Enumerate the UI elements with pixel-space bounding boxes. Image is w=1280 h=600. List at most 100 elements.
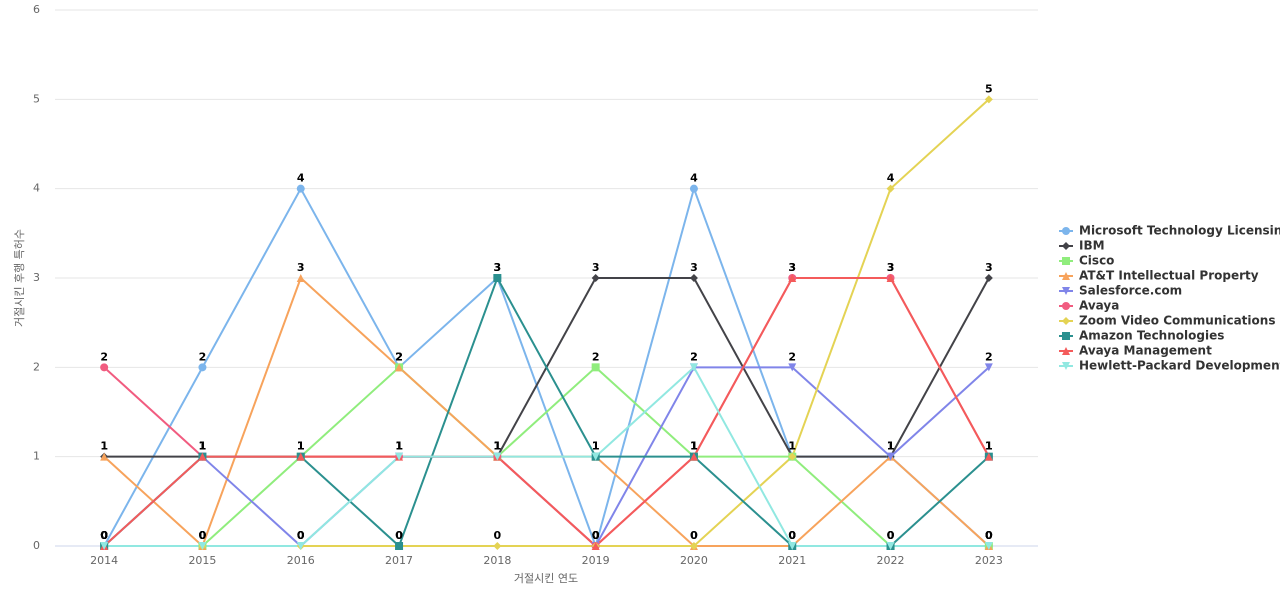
data-label: 1 — [985, 440, 993, 453]
marker — [788, 363, 797, 372]
x-tick-label: 2019 — [582, 554, 610, 567]
marker — [198, 542, 207, 550]
data-label: 3 — [494, 261, 502, 274]
data-label: 0 — [985, 529, 993, 542]
data-label: 0 — [100, 529, 108, 542]
marker — [296, 184, 305, 193]
marker — [886, 542, 895, 550]
legend-label: Avaya Management — [1079, 344, 1212, 358]
marker — [395, 363, 404, 372]
marker — [395, 542, 404, 550]
data-label: 0 — [690, 529, 698, 542]
series-line — [104, 365, 989, 547]
data-label: 0 — [100, 529, 108, 542]
marker — [689, 363, 698, 372]
data-label: 1 — [592, 440, 600, 453]
data-label: 1 — [788, 440, 796, 453]
data-label: 2 — [690, 350, 698, 363]
data-label: 2 — [395, 350, 403, 363]
data-label: 0 — [297, 529, 305, 542]
data-label: 4 — [297, 172, 305, 185]
data-label: 1 — [395, 440, 403, 453]
marker — [984, 363, 993, 372]
y-axis-title: 거절시킨 후행 특허수 — [13, 229, 26, 327]
marker — [984, 542, 993, 550]
y-tick-label: 4 — [33, 182, 40, 195]
legend-label: Amazon Technologies — [1079, 329, 1224, 343]
marker — [886, 184, 895, 193]
data-label: 1 — [199, 440, 207, 453]
data-label: 0 — [592, 529, 600, 542]
legend-label: AT&T Intellectual Property — [1079, 269, 1259, 283]
marker — [100, 452, 109, 461]
marker — [689, 184, 698, 193]
marker — [296, 452, 305, 461]
marker — [984, 95, 993, 104]
data-label: 1 — [887, 440, 895, 453]
marker — [1062, 317, 1070, 325]
data-label: 2 — [788, 350, 796, 363]
data-label: 0 — [788, 529, 796, 542]
data-label: 1 — [690, 440, 698, 453]
marker — [886, 452, 895, 461]
data-label: 3 — [887, 261, 895, 274]
data-label: 1 — [592, 440, 600, 453]
data-label: 1 — [494, 440, 502, 453]
marker — [395, 452, 404, 461]
data-label: 3 — [297, 261, 305, 274]
data-label: 3 — [985, 261, 993, 274]
marker — [689, 542, 698, 550]
data-label: 2 — [690, 350, 698, 363]
data-label: 1 — [100, 440, 108, 453]
marker — [788, 452, 797, 461]
marker — [788, 274, 797, 282]
x-axis-title: 거절시킨 연도 — [514, 572, 578, 585]
marker — [984, 274, 993, 282]
data-label: 2 — [395, 350, 403, 363]
legend-label: Salesforce.com — [1079, 284, 1182, 298]
data-label: 0 — [100, 529, 108, 542]
x-tick-label: 2018 — [483, 554, 511, 567]
x-tick-label: 2023 — [975, 554, 1003, 567]
data-label: 0 — [100, 529, 108, 542]
marker — [198, 363, 207, 372]
marker — [689, 274, 698, 282]
marker — [591, 274, 600, 282]
data-label: 0 — [100, 529, 108, 542]
data-label: 4 — [690, 172, 698, 185]
marker — [689, 452, 698, 461]
data-label: 1 — [788, 440, 796, 453]
data-label: 1 — [887, 440, 895, 453]
data-label: 1 — [985, 440, 993, 453]
marker — [788, 542, 797, 550]
data-label: 1 — [199, 440, 207, 453]
data-label: 1 — [788, 440, 796, 453]
legend-label: Hewlett-Packard Development — [1079, 359, 1280, 373]
data-label: 0 — [199, 529, 207, 542]
marker — [1062, 347, 1070, 355]
data-label: 0 — [395, 529, 403, 542]
data-label: 0 — [887, 529, 895, 542]
data-label: 1 — [297, 440, 305, 453]
data-label: 0 — [199, 529, 207, 542]
data-label: 0 — [592, 529, 600, 542]
marker — [591, 363, 600, 372]
data-label: 0 — [592, 529, 600, 542]
data-label: 1 — [100, 440, 108, 453]
data-label: 0 — [887, 529, 895, 542]
x-tick-label: 2020 — [680, 554, 708, 567]
data-label: 1 — [395, 440, 403, 453]
data-label: 0 — [494, 529, 502, 542]
data-label: 0 — [985, 529, 993, 542]
data-label: 0 — [592, 529, 600, 542]
marker — [1062, 242, 1070, 250]
data-label: 3 — [592, 261, 600, 274]
data-label: 1 — [494, 440, 502, 453]
marker — [591, 452, 600, 461]
x-tick-label: 2022 — [877, 554, 905, 567]
data-label: 1 — [395, 440, 403, 453]
data-label: 4 — [887, 172, 895, 185]
legend-label: IBM — [1079, 239, 1105, 253]
data-label: 1 — [690, 440, 698, 453]
data-label: 0 — [297, 529, 305, 542]
